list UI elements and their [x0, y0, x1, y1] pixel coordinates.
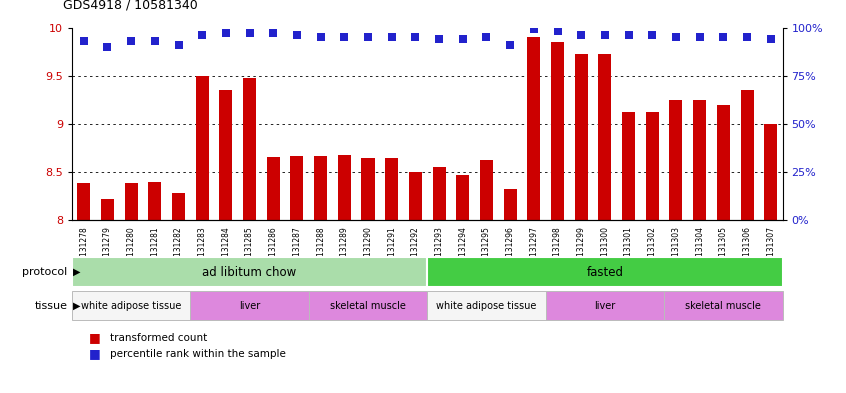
Point	[432, 36, 446, 42]
Point	[456, 36, 470, 42]
Point	[361, 34, 375, 40]
Point	[693, 34, 706, 40]
Text: ▶: ▶	[73, 267, 80, 277]
Point	[243, 30, 256, 37]
Bar	[622, 112, 635, 220]
Text: tissue: tissue	[35, 301, 68, 310]
Bar	[148, 182, 162, 220]
Bar	[427, 257, 783, 287]
Point	[219, 30, 233, 37]
Bar	[290, 156, 304, 220]
Bar	[456, 175, 470, 220]
Point	[717, 34, 730, 40]
Text: white adipose tissue: white adipose tissue	[437, 301, 536, 310]
Point	[172, 42, 185, 48]
Bar	[432, 167, 446, 220]
Bar	[243, 77, 256, 220]
Text: skeletal muscle: skeletal muscle	[685, 301, 761, 310]
Point	[101, 44, 114, 50]
Bar	[101, 199, 114, 220]
Bar	[645, 112, 659, 220]
Point	[574, 32, 588, 39]
Text: ■: ■	[89, 331, 101, 345]
Bar	[124, 184, 138, 220]
Bar	[77, 184, 91, 220]
Point	[551, 28, 564, 35]
Text: protocol: protocol	[23, 267, 68, 277]
Point	[77, 38, 91, 44]
Bar	[717, 105, 730, 220]
Bar	[72, 291, 190, 320]
Bar	[574, 55, 588, 220]
Point	[266, 30, 280, 37]
Point	[503, 42, 517, 48]
Point	[598, 32, 612, 39]
Bar	[219, 90, 233, 220]
Bar	[503, 189, 517, 220]
Point	[195, 32, 209, 39]
Bar	[480, 160, 493, 220]
Point	[669, 34, 683, 40]
Text: transformed count: transformed count	[110, 333, 207, 343]
Bar	[669, 100, 683, 220]
Bar	[385, 158, 398, 220]
Text: white adipose tissue: white adipose tissue	[81, 301, 181, 310]
Point	[527, 26, 541, 33]
Bar	[598, 53, 612, 220]
Bar	[309, 291, 427, 320]
Bar	[693, 100, 706, 220]
Point	[622, 32, 635, 39]
Point	[480, 34, 493, 40]
Bar	[72, 257, 427, 287]
Bar	[764, 124, 777, 220]
Point	[645, 32, 659, 39]
Point	[740, 34, 754, 40]
Point	[124, 38, 138, 44]
Text: liver: liver	[239, 301, 261, 310]
Bar	[195, 75, 209, 220]
Point	[290, 32, 304, 39]
Point	[764, 36, 777, 42]
Bar	[546, 291, 664, 320]
Bar	[551, 42, 564, 220]
Text: liver: liver	[594, 301, 616, 310]
Text: ■: ■	[89, 347, 101, 360]
Text: fasted: fasted	[586, 266, 624, 279]
Bar	[361, 158, 375, 220]
Bar	[266, 158, 280, 220]
Point	[338, 34, 351, 40]
Bar	[314, 156, 327, 220]
Text: percentile rank within the sample: percentile rank within the sample	[110, 349, 286, 359]
Text: ▶: ▶	[73, 301, 80, 310]
Bar	[338, 154, 351, 220]
Bar	[740, 90, 754, 220]
Point	[148, 38, 162, 44]
Text: ad libitum chow: ad libitum chow	[202, 266, 297, 279]
Text: GDS4918 / 10581340: GDS4918 / 10581340	[63, 0, 198, 12]
Bar	[190, 291, 309, 320]
Text: skeletal muscle: skeletal muscle	[330, 301, 406, 310]
Point	[409, 34, 422, 40]
Bar	[527, 37, 541, 220]
Bar	[172, 193, 185, 220]
Point	[385, 34, 398, 40]
Bar	[664, 291, 783, 320]
Point	[314, 34, 327, 40]
Bar	[427, 291, 546, 320]
Bar	[409, 172, 422, 220]
